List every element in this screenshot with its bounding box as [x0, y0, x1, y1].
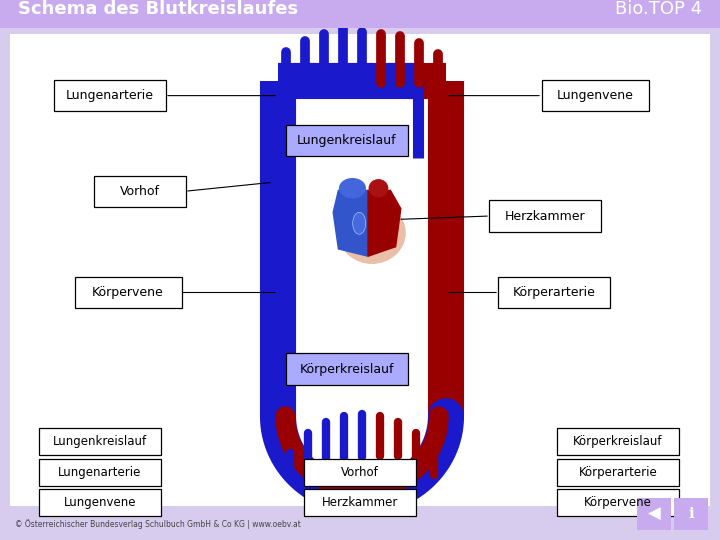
FancyBboxPatch shape [39, 459, 161, 486]
Text: Schema des Blutkreislaufes: Schema des Blutkreislaufes [18, 0, 298, 18]
Text: © Österreichischer Bundesverlag Schulbuch GmbH & Co KG | www.oebv.at: © Österreichischer Bundesverlag Schulbuc… [15, 519, 301, 529]
Text: Lungenkreislauf: Lungenkreislauf [297, 134, 397, 147]
Polygon shape [368, 191, 401, 256]
FancyBboxPatch shape [286, 125, 408, 157]
FancyBboxPatch shape [54, 80, 166, 111]
FancyBboxPatch shape [94, 176, 186, 207]
FancyBboxPatch shape [637, 498, 671, 530]
FancyBboxPatch shape [489, 200, 601, 232]
Text: Körperarterie: Körperarterie [513, 286, 595, 299]
Text: Lungenkreislauf: Lungenkreislauf [53, 435, 147, 448]
FancyBboxPatch shape [557, 428, 679, 455]
Text: ◀: ◀ [647, 505, 660, 523]
FancyBboxPatch shape [541, 80, 649, 111]
FancyBboxPatch shape [286, 353, 408, 384]
Text: Lungenvene: Lungenvene [64, 496, 136, 509]
FancyBboxPatch shape [0, 0, 720, 28]
Text: Vorhof: Vorhof [120, 185, 160, 198]
Text: Lungenarterie: Lungenarterie [58, 466, 142, 479]
Text: i: i [688, 507, 694, 521]
Text: Herzkammer: Herzkammer [322, 496, 398, 509]
FancyBboxPatch shape [304, 489, 416, 516]
FancyBboxPatch shape [39, 428, 161, 455]
Text: Körperkreislauf: Körperkreislauf [300, 362, 395, 375]
Polygon shape [333, 191, 368, 256]
FancyBboxPatch shape [557, 489, 679, 516]
Text: Körperkreislauf: Körperkreislauf [573, 435, 662, 448]
Ellipse shape [338, 202, 406, 264]
Text: Körpervene: Körpervene [92, 286, 164, 299]
FancyBboxPatch shape [674, 498, 708, 530]
FancyBboxPatch shape [10, 33, 710, 507]
FancyBboxPatch shape [288, 92, 408, 158]
Text: Herzkammer: Herzkammer [505, 210, 585, 222]
FancyBboxPatch shape [304, 459, 416, 486]
FancyBboxPatch shape [39, 489, 161, 516]
Text: Bio.TOP 4: Bio.TOP 4 [615, 0, 702, 18]
Text: Körperarterie: Körperarterie [579, 466, 657, 479]
FancyBboxPatch shape [557, 459, 679, 486]
Ellipse shape [353, 212, 366, 234]
Ellipse shape [369, 179, 388, 197]
FancyBboxPatch shape [498, 276, 610, 308]
Text: Lungenarterie: Lungenarterie [66, 89, 154, 102]
FancyBboxPatch shape [74, 276, 181, 308]
Text: Körpervene: Körpervene [584, 496, 652, 509]
Text: Vorhof: Vorhof [341, 466, 379, 479]
Ellipse shape [339, 178, 366, 199]
Text: Lungenvene: Lungenvene [557, 89, 634, 102]
